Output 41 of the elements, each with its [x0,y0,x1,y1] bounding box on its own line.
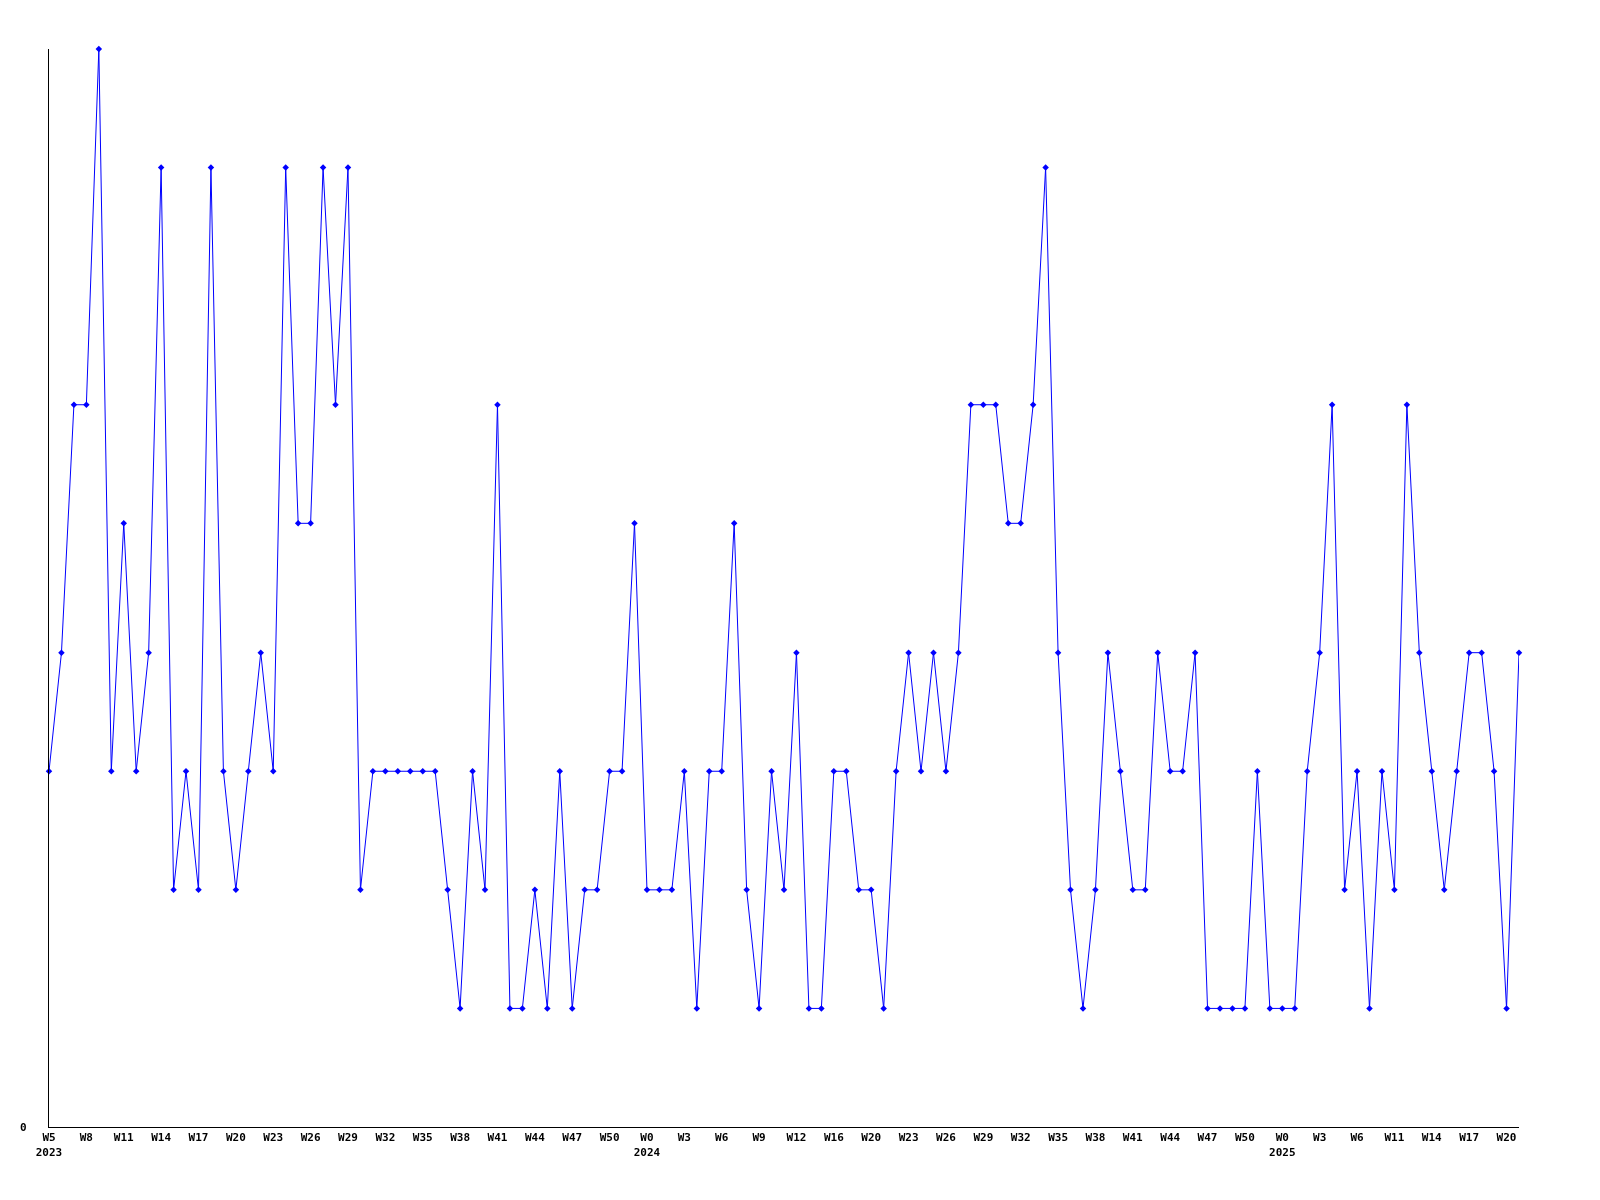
x-tick-label: W0 2024 [633,1131,661,1159]
x-tick-label: W23 [263,1131,284,1145]
x-tick-label: W8 [79,1131,93,1145]
x-tick-label: W38 [1085,1131,1106,1145]
x-tick-label: W17 [188,1131,209,1145]
x-tick-label: W50 [1234,1131,1255,1145]
x-tick-label: W47 [1197,1131,1218,1145]
x-tick-label: W3 [1313,1131,1327,1145]
x-tick-label: W11 [113,1131,135,1145]
x-tick-label: W0 2025 [1269,1131,1296,1159]
x-tick-label: W47 [562,1131,583,1145]
x-tick-label: W14 [151,1131,172,1145]
x-tick-label: W41 [487,1131,508,1145]
x-tick-label: W20 [861,1131,882,1145]
x-tick-label: W35 [412,1131,433,1145]
x-tick-label: W11 [1384,1131,1405,1145]
text: 0 [20,1121,27,1134]
x-tick-label: W50 [599,1131,620,1145]
x-tick-label: W44 [1160,1131,1181,1145]
x-tick-label: W32 [375,1131,396,1145]
x-tick-label: W29 [973,1131,994,1145]
x-tick-label: W44 [524,1131,546,1145]
x-tick-label: W20 [225,1131,246,1145]
x-tick-label: W12 [786,1131,807,1145]
x-tick-label: W5 2023 [35,1131,63,1159]
x-tick-label: W6 [1350,1131,1365,1145]
x-tick-label: W16 [823,1131,845,1145]
x-tick-label: W3 [677,1131,691,1145]
x-tick-label: W32 [1010,1131,1031,1145]
x-tick-label: W26 [936,1131,957,1145]
x-tick-label: W35 [1048,1131,1069,1145]
x-tick-label: W6 [715,1131,729,1145]
x-tick-label: W29 [338,1131,358,1145]
x-tick-label: W23 [898,1131,919,1145]
x-tick-label: W41 [1122,1131,1144,1145]
x-tick-label: W26 [300,1131,321,1145]
x-tick-label: W20 [1496,1131,1517,1145]
x-tick-label: W9 [752,1131,766,1145]
x-tick-label: W38 [450,1131,471,1145]
x-tick-label: W14 [1421,1131,1443,1145]
x-tick-label: W17 [1459,1131,1480,1145]
